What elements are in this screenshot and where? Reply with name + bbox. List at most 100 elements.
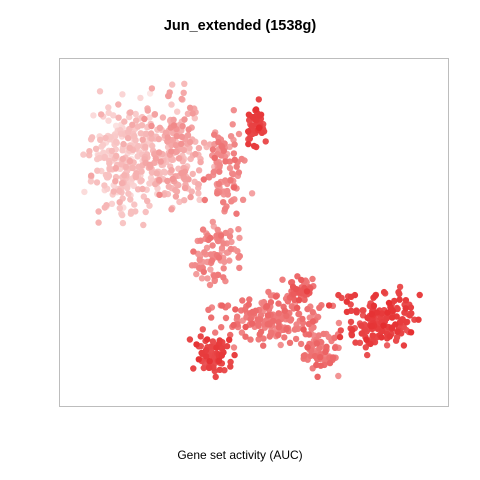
cell-point — [250, 114, 256, 120]
cell-point — [139, 186, 145, 192]
cell-point — [371, 303, 377, 309]
cell-point — [121, 118, 127, 124]
cell-point — [93, 146, 99, 152]
cell-point — [105, 104, 111, 110]
cell-point — [90, 112, 96, 118]
cell-point — [199, 275, 205, 281]
cell-point — [125, 135, 131, 141]
cell-point — [230, 322, 236, 328]
cell-point — [187, 139, 193, 145]
cell-point — [379, 328, 385, 334]
cell-point — [133, 170, 139, 176]
cell-point — [236, 265, 242, 271]
cell-point — [276, 310, 282, 316]
cell-point — [211, 155, 217, 161]
cell-point — [165, 93, 171, 99]
cell-point — [86, 148, 92, 154]
cell-point — [190, 110, 196, 116]
cell-point — [119, 212, 125, 218]
cell-point — [117, 199, 123, 205]
cell-point — [231, 107, 237, 113]
cell-point — [131, 201, 137, 207]
cell-point — [219, 302, 225, 308]
cell-point — [156, 149, 162, 155]
cell-point — [190, 171, 196, 177]
cell-point — [246, 301, 252, 307]
cell-point — [363, 337, 369, 343]
cell-point — [197, 159, 203, 165]
cell-point — [88, 173, 94, 179]
cell-point — [137, 95, 143, 101]
cell-point — [233, 211, 239, 217]
cell-point — [164, 178, 170, 184]
cell-point — [337, 334, 343, 340]
cell-point — [95, 219, 101, 225]
cell-point — [207, 358, 213, 364]
cell-point — [384, 309, 390, 315]
cell-point — [185, 132, 191, 138]
cell-point — [232, 306, 238, 312]
cell-point — [228, 246, 234, 252]
cell-point — [223, 315, 229, 321]
cell-point — [292, 326, 298, 332]
cell-point — [215, 227, 221, 233]
cell-point — [109, 148, 115, 154]
cell-point — [287, 340, 293, 346]
cell-point — [281, 334, 287, 340]
cell-point — [403, 297, 409, 303]
cell-point — [88, 178, 94, 184]
cell-point — [358, 323, 364, 329]
cell-point — [265, 312, 271, 318]
cell-point — [210, 219, 216, 225]
cell-point — [127, 145, 133, 151]
cell-point — [120, 156, 126, 162]
cell-point — [115, 115, 121, 121]
cell-point — [256, 96, 262, 102]
cell-point — [364, 352, 370, 358]
cell-point — [127, 109, 133, 115]
cell-point — [201, 140, 207, 146]
cell-point — [148, 130, 154, 136]
cell-point — [249, 309, 255, 315]
points-layer — [80, 81, 423, 380]
cell-point — [226, 337, 232, 343]
cell-point — [209, 242, 215, 248]
cell-point — [217, 162, 223, 168]
cell-point — [249, 320, 255, 326]
cell-point — [282, 308, 288, 314]
cell-point — [401, 342, 407, 348]
cell-point — [216, 181, 222, 187]
cell-point — [174, 109, 180, 115]
cell-point — [317, 354, 323, 360]
cell-point — [165, 134, 171, 140]
cell-point — [197, 238, 203, 244]
cell-point — [381, 289, 387, 295]
cell-point — [255, 316, 261, 322]
cell-point — [190, 248, 196, 254]
cell-point — [211, 132, 217, 138]
cell-point — [113, 165, 119, 171]
cell-point — [187, 105, 193, 111]
cell-point — [207, 235, 213, 241]
cell-point — [236, 235, 242, 241]
cell-point — [293, 286, 299, 292]
cell-point — [247, 136, 253, 142]
cell-point — [101, 182, 107, 188]
cell-point — [140, 222, 146, 228]
cell-point — [158, 158, 164, 164]
cell-point — [209, 257, 215, 263]
cell-point — [156, 192, 162, 198]
cell-point — [304, 306, 310, 312]
cell-point — [143, 209, 149, 215]
cell-point — [309, 276, 315, 282]
cell-point — [168, 101, 174, 107]
cell-point — [103, 202, 109, 208]
cell-point — [105, 118, 111, 124]
cell-point — [245, 141, 251, 147]
cell-point — [242, 334, 248, 340]
cell-point — [296, 297, 302, 303]
cell-point — [215, 272, 221, 278]
cell-point — [369, 311, 375, 317]
cell-point — [236, 169, 242, 175]
